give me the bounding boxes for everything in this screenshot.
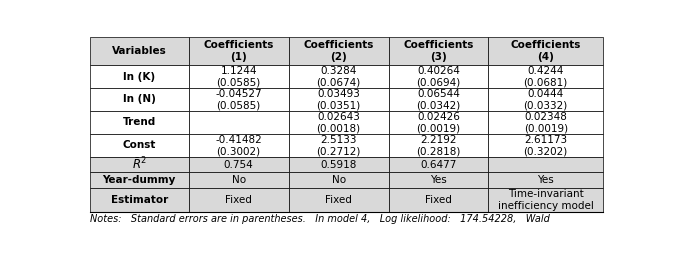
Text: 0.4244
(0.0681): 0.4244 (0.0681) — [523, 66, 568, 87]
Bar — [289, 172, 388, 188]
Bar — [90, 172, 189, 188]
Bar — [90, 65, 189, 88]
Text: -0.41482
(0.3002): -0.41482 (0.3002) — [215, 135, 262, 156]
Bar — [489, 134, 603, 157]
Bar — [189, 188, 289, 212]
Bar — [489, 188, 603, 212]
Bar — [90, 111, 189, 134]
Bar — [388, 157, 489, 172]
Text: Fixed: Fixed — [425, 195, 452, 205]
Text: 0.0444
(0.0332): 0.0444 (0.0332) — [523, 89, 568, 110]
Bar — [189, 172, 289, 188]
Bar — [90, 88, 189, 111]
Text: 0.40264
(0.0694): 0.40264 (0.0694) — [416, 66, 461, 87]
Text: Fixed: Fixed — [325, 195, 352, 205]
Bar — [489, 37, 603, 65]
Bar — [489, 172, 603, 188]
Bar — [90, 188, 189, 212]
Text: Coefficients
(2): Coefficients (2) — [303, 40, 374, 62]
Bar — [189, 88, 289, 111]
Bar — [388, 188, 489, 212]
Bar — [388, 37, 489, 65]
Text: 0.02643
(0.0018): 0.02643 (0.0018) — [316, 112, 360, 133]
Text: Year-dummy: Year-dummy — [102, 175, 176, 185]
Text: Notes:   Standard errors are in parentheses.   In model 4,   Log likelihood:   1: Notes: Standard errors are in parenthese… — [90, 214, 550, 224]
Text: 0.06544
(0.0342): 0.06544 (0.0342) — [416, 89, 461, 110]
Text: 0.02426
(0.0019): 0.02426 (0.0019) — [416, 112, 461, 133]
Text: No: No — [332, 175, 346, 185]
Text: Fixed: Fixed — [225, 195, 252, 205]
Bar — [189, 134, 289, 157]
Text: ln (N): ln (N) — [123, 94, 155, 104]
Bar — [90, 37, 189, 65]
Bar — [189, 111, 289, 134]
Bar — [489, 65, 603, 88]
Bar — [489, 157, 603, 172]
Bar — [289, 111, 388, 134]
Bar — [289, 134, 388, 157]
Text: 0.754: 0.754 — [224, 160, 254, 170]
Bar — [388, 134, 489, 157]
Text: 2.61173
(0.3202): 2.61173 (0.3202) — [523, 135, 568, 156]
Text: 0.03493
(0.0351): 0.03493 (0.0351) — [316, 89, 361, 110]
Text: $\bar{R}^{2}$: $\bar{R}^{2}$ — [132, 156, 146, 173]
Text: Trend: Trend — [123, 117, 156, 127]
Text: No: No — [231, 175, 246, 185]
Text: ln (K): ln (K) — [123, 71, 155, 82]
Text: 1.1244
(0.0585): 1.1244 (0.0585) — [217, 66, 261, 87]
Text: Coefficients
(1): Coefficients (1) — [204, 40, 274, 62]
Bar — [289, 188, 388, 212]
Bar — [388, 111, 489, 134]
Bar — [489, 111, 603, 134]
Bar — [489, 88, 603, 111]
Text: 2.2192
(0.2818): 2.2192 (0.2818) — [416, 135, 461, 156]
Bar — [189, 37, 289, 65]
Bar — [388, 88, 489, 111]
Bar — [189, 157, 289, 172]
Bar — [289, 65, 388, 88]
Text: 0.02348
(0.0019): 0.02348 (0.0019) — [523, 112, 568, 133]
Text: Time-invariant
inefficiency model: Time-invariant inefficiency model — [498, 189, 594, 211]
Text: 0.5918: 0.5918 — [321, 160, 357, 170]
Bar — [289, 88, 388, 111]
Bar — [388, 65, 489, 88]
Text: 0.3284
(0.0674): 0.3284 (0.0674) — [316, 66, 361, 87]
Bar — [90, 134, 189, 157]
Bar — [289, 37, 388, 65]
Text: Coefficients
(3): Coefficients (3) — [404, 40, 474, 62]
Text: Yes: Yes — [430, 175, 447, 185]
Text: Const: Const — [123, 140, 156, 150]
Bar — [90, 157, 189, 172]
Bar — [388, 172, 489, 188]
Text: -0.04527
(0.0585): -0.04527 (0.0585) — [215, 89, 262, 110]
Bar — [189, 65, 289, 88]
Text: 2.5133
(0.2712): 2.5133 (0.2712) — [316, 135, 361, 156]
Text: Coefficients
(4): Coefficients (4) — [510, 40, 581, 62]
Text: Estimator: Estimator — [111, 195, 168, 205]
Text: Yes: Yes — [537, 175, 554, 185]
Text: Variables: Variables — [112, 46, 167, 56]
Text: 0.6477: 0.6477 — [420, 160, 457, 170]
Bar — [289, 157, 388, 172]
